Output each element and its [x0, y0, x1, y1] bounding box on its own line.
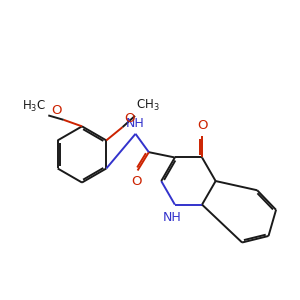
Text: O: O [51, 104, 61, 118]
Text: NH: NH [125, 117, 144, 130]
Text: O: O [131, 175, 141, 188]
Text: O: O [124, 112, 134, 125]
Text: NH: NH [163, 211, 182, 224]
Text: O: O [197, 119, 208, 132]
Text: CH$_3$: CH$_3$ [136, 98, 160, 113]
Text: H$_3$C: H$_3$C [22, 99, 46, 114]
